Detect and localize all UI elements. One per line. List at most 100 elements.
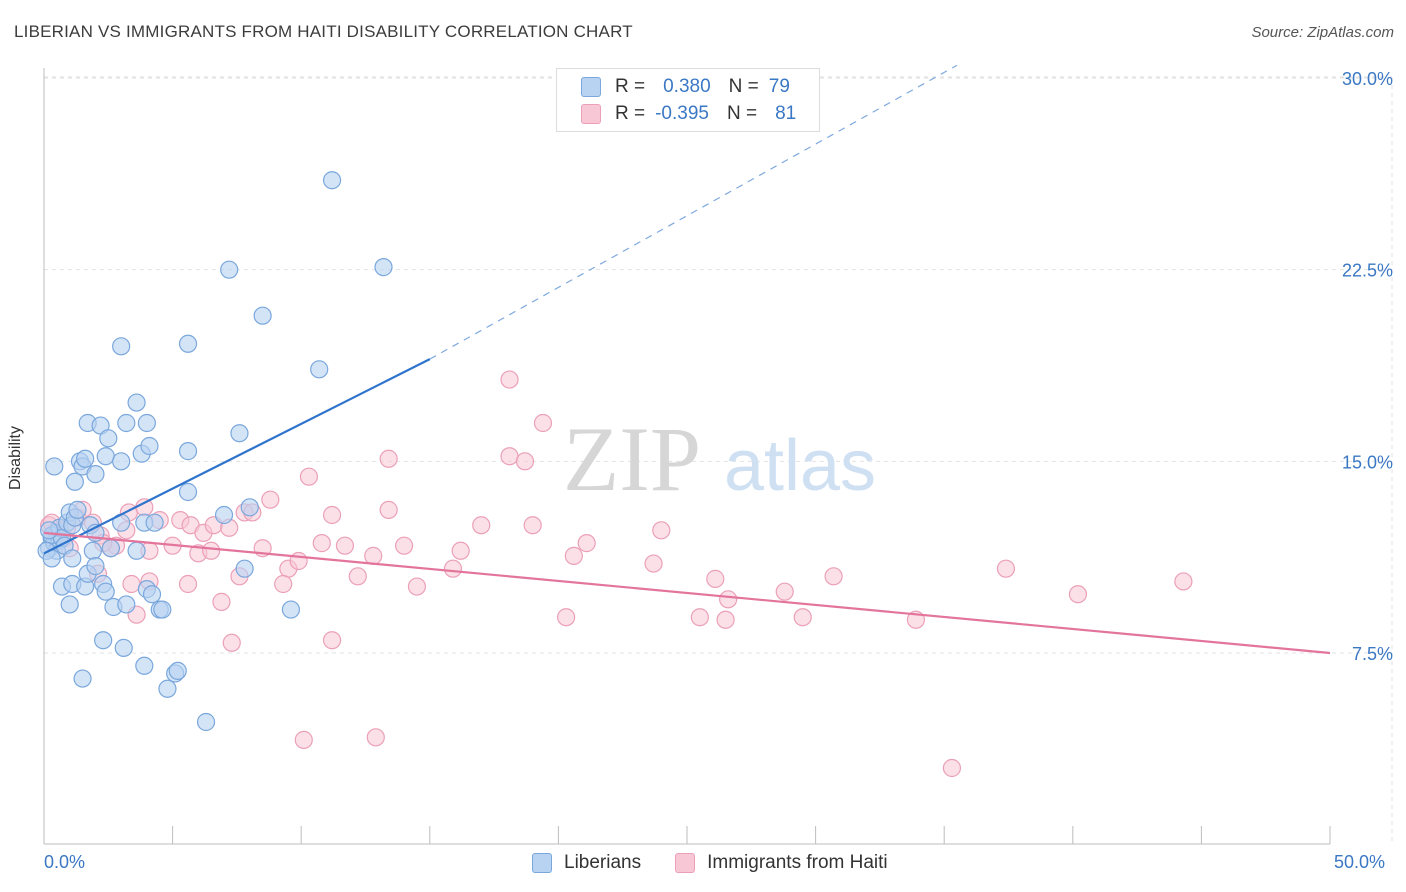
- point-liberians-19: [76, 449, 95, 468]
- point-haiti-45: [500, 447, 519, 466]
- point-haiti-41: [443, 559, 463, 578]
- legend-r-label: R =: [615, 76, 646, 97]
- point-liberians-51: [142, 585, 162, 604]
- point-haiti-79: [274, 574, 293, 594]
- point-liberians-15: [45, 457, 64, 476]
- legend-row-liberians: R = 0.380 N = 79: [581, 74, 790, 100]
- trend-haiti: [43, 531, 1331, 655]
- point-haiti-44: [500, 370, 519, 389]
- legend-label-liberians: Liberians: [564, 852, 642, 873]
- point-haiti-73: [122, 574, 141, 594]
- point-liberians-32: [83, 541, 102, 560]
- watermark: ZIP atlas: [563, 408, 876, 510]
- point-haiti-63: [1068, 585, 1088, 604]
- point-liberians-62: [112, 337, 131, 356]
- point-haiti-59: [793, 608, 812, 627]
- point-haiti-36: [348, 567, 367, 586]
- legend-r-value-liberians: 0.380: [663, 76, 711, 97]
- point-liberians-25: [112, 452, 131, 471]
- point-liberians-53: [153, 600, 172, 619]
- point-liberians-14: [68, 500, 87, 519]
- y-tick-label-1: 15.0%: [1342, 452, 1393, 472]
- point-haiti-35: [335, 536, 355, 555]
- correlation-legend: R = 0.380 N = 79 R = -0.395 N = 81: [556, 68, 820, 132]
- point-haiti-62: [996, 559, 1016, 578]
- point-haiti-39: [394, 536, 414, 555]
- point-liberians-63: [178, 334, 198, 353]
- point-liberians-27: [127, 393, 146, 412]
- point-haiti-15: [135, 498, 154, 517]
- y-tick-labels: 7.5% 15.0% 22.5% 30.0%: [1342, 69, 1393, 664]
- point-haiti-29: [261, 490, 280, 509]
- point-haiti-69: [322, 631, 342, 650]
- point-liberians-20: [86, 465, 105, 484]
- point-liberians-29: [137, 413, 156, 433]
- point-liberians-60: [158, 679, 177, 698]
- y-axis-label: Disability: [7, 425, 24, 491]
- point-liberians-72: [214, 505, 234, 525]
- point-haiti-43: [472, 516, 491, 535]
- point-liberians-56: [135, 656, 154, 675]
- series-legend: Liberians Immigrants from Haiti: [532, 852, 922, 874]
- point-liberians-69: [230, 424, 249, 443]
- point-haiti-55: [716, 610, 735, 629]
- point-haiti-57: [706, 569, 725, 588]
- legend-r-value-haiti: -0.395: [655, 103, 709, 124]
- legend-r-label: R =: [615, 103, 646, 124]
- trend-liberians-extension: [429, 64, 958, 360]
- legend-swatch-haiti: [675, 853, 696, 873]
- point-haiti-40: [407, 577, 427, 596]
- point-liberians-34: [101, 539, 120, 558]
- point-liberians-64: [220, 260, 239, 279]
- point-haiti-65: [942, 758, 962, 778]
- watermark-atlas: atlas: [724, 426, 876, 506]
- point-liberians-26: [117, 413, 136, 433]
- trend-liberians: [43, 358, 431, 555]
- legend-row-haiti: R = -0.395 N = 81: [581, 101, 796, 127]
- point-haiti-50: [564, 546, 583, 565]
- point-haiti-64: [1174, 572, 1193, 591]
- y-tick-label-3: 30.0%: [1342, 69, 1393, 89]
- series-liberians-points: [37, 171, 393, 732]
- point-liberians-61: [196, 712, 216, 732]
- point-haiti-53: [652, 521, 671, 540]
- point-liberians-16: [65, 472, 84, 491]
- point-haiti-49: [557, 608, 576, 627]
- point-haiti-32: [299, 467, 319, 486]
- point-liberians-54: [94, 631, 113, 650]
- point-haiti-48: [523, 516, 542, 535]
- grid-lines: [44, 76, 1393, 844]
- point-haiti-24: [202, 541, 221, 560]
- point-liberians-47: [96, 582, 115, 601]
- point-liberians-58: [168, 661, 187, 680]
- point-liberians-74: [235, 559, 254, 578]
- point-liberians-65: [253, 306, 272, 325]
- point-haiti-58: [775, 582, 794, 601]
- chart-title: LIBERIAN VS IMMIGRANTS FROM HAITI DISABI…: [14, 22, 633, 41]
- point-liberians-49: [117, 595, 136, 614]
- point-haiti-60: [824, 567, 843, 586]
- point-haiti-51: [577, 534, 596, 553]
- point-liberians-38: [145, 513, 164, 532]
- point-haiti-66: [366, 728, 385, 747]
- point-liberians-55: [114, 638, 133, 657]
- legend-swatch-liberians: [581, 77, 601, 97]
- point-haiti-52: [644, 554, 663, 573]
- point-liberians-41: [60, 595, 79, 614]
- x-tick-label-min: 0.0%: [44, 852, 86, 872]
- point-haiti-56: [719, 590, 738, 609]
- point-liberians-68: [310, 360, 329, 379]
- legend-label-haiti: Immigrants from Haiti: [707, 852, 888, 873]
- point-liberians-75: [281, 600, 301, 619]
- point-liberians-59: [73, 669, 92, 688]
- point-liberians-73: [240, 498, 259, 517]
- point-haiti-47: [533, 413, 553, 433]
- legend-n-label: N =: [726, 103, 758, 124]
- source-label: Source: ZipAtlas.com: [1251, 24, 1394, 41]
- point-liberians-37: [127, 541, 146, 560]
- trend-lines: [43, 64, 1331, 655]
- point-haiti-38: [379, 500, 398, 519]
- point-liberians-45: [86, 557, 105, 576]
- x-tick-label-max: 50.0%: [1334, 852, 1386, 872]
